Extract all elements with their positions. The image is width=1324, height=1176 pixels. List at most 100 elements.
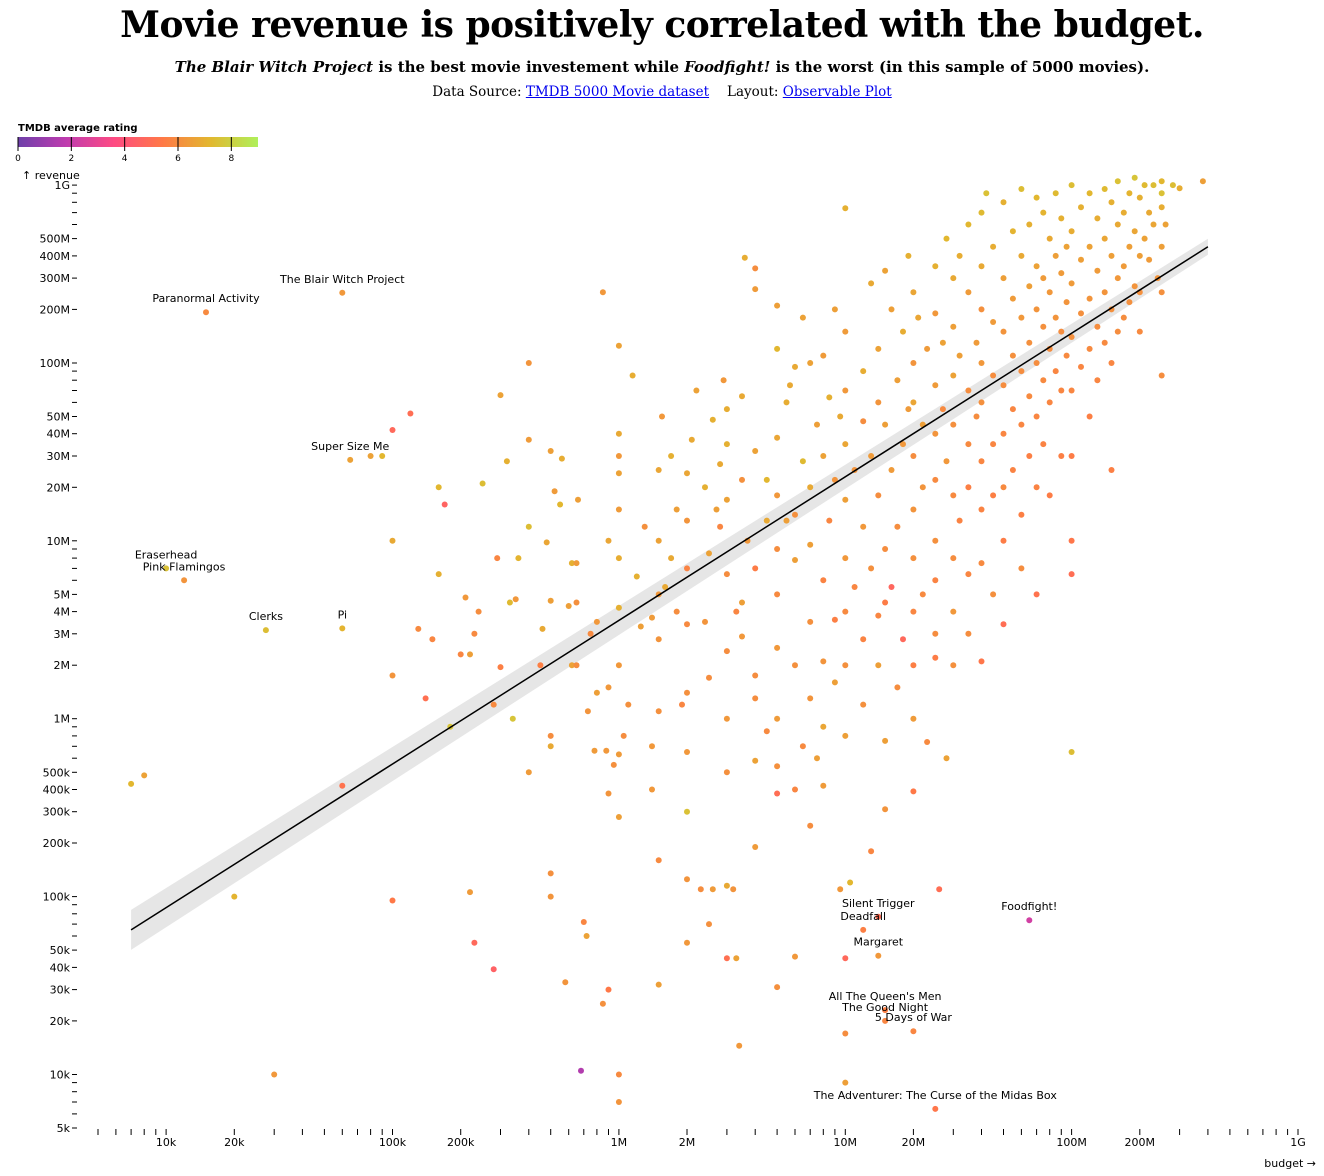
movie-point-300 xyxy=(965,387,972,394)
subtitle-text-end: is the worst (in this sample of 5000 mov… xyxy=(770,58,1150,76)
movie-point-59 xyxy=(573,560,580,567)
legend-tick-label-2: 4 xyxy=(122,154,128,164)
movie-point-270 xyxy=(924,345,931,352)
movie-point-133 xyxy=(717,461,724,468)
y-tick-label-3: 30k xyxy=(50,984,71,997)
movie-point-150 xyxy=(739,599,745,606)
labeled-point-11 xyxy=(882,1007,889,1014)
movie-point-274 xyxy=(932,382,939,389)
movie-point-418 xyxy=(1131,174,1138,181)
y-tick-label-12: 2M xyxy=(54,659,71,672)
movie-point-341 xyxy=(1018,511,1025,518)
movie-point-72 xyxy=(605,537,612,544)
data-points xyxy=(128,174,1206,1105)
movie-point-332 xyxy=(1009,295,1016,302)
movie-point-219 xyxy=(842,608,849,615)
movie-point-261 xyxy=(910,555,917,562)
movie-point-327 xyxy=(1000,430,1007,437)
movie-point-355 xyxy=(1040,209,1047,216)
movie-point-13 xyxy=(422,695,429,702)
movie-point-348 xyxy=(1033,194,1040,201)
movie-point-350 xyxy=(1033,306,1040,313)
movie-point-16 xyxy=(441,501,448,508)
movie-point-57 xyxy=(573,662,580,669)
data-source-link[interactable]: TMDB 5000 Movie dataset xyxy=(525,84,710,100)
movie-point-11 xyxy=(389,427,396,433)
movie-point-135 xyxy=(723,955,730,962)
movie-point-189 xyxy=(807,484,814,491)
x-tick-label-0: 10k xyxy=(156,1136,177,1149)
movie-point-410 xyxy=(1114,275,1121,282)
movie-point-288 xyxy=(950,323,957,330)
movie-point-63 xyxy=(583,933,590,939)
movie-point-281 xyxy=(936,886,943,893)
movie-point-257 xyxy=(910,360,917,366)
movie-point-271 xyxy=(924,739,931,745)
movie-point-303 xyxy=(965,571,972,578)
movie-point-434 xyxy=(1158,204,1165,211)
movie-point-193 xyxy=(807,822,814,829)
legend-gradient-bar xyxy=(18,137,258,147)
movie-point-292 xyxy=(950,555,957,562)
movie-point-305 xyxy=(973,339,980,346)
movie-point-151 xyxy=(739,633,745,640)
y-tick-label-18: 30M xyxy=(47,450,71,463)
movie-point-38 xyxy=(525,523,532,530)
movie-point-113 xyxy=(684,939,690,946)
movie-point-231 xyxy=(868,453,875,459)
movie-point-73 xyxy=(605,986,612,993)
movie-point-71 xyxy=(603,747,610,754)
layout-link[interactable]: Observable Plot xyxy=(782,84,892,100)
movie-point-439 xyxy=(1169,182,1176,189)
movie-point-100 xyxy=(655,708,662,715)
movie-point-239 xyxy=(882,267,889,274)
movie-point-79 xyxy=(615,430,622,437)
movie-point-188 xyxy=(807,360,814,366)
movie-point-226 xyxy=(860,418,867,425)
legend-tick-label-0: 0 xyxy=(15,154,21,164)
movie-point-276 xyxy=(932,476,939,483)
movie-point-317 xyxy=(990,243,997,250)
movie-point-186 xyxy=(799,314,806,321)
movie-point-19 xyxy=(457,651,464,658)
movie-point-373 xyxy=(1058,453,1065,459)
movie-point-208 xyxy=(837,886,844,893)
movie-point-359 xyxy=(1040,441,1047,448)
movie-point-124 xyxy=(702,484,708,491)
movie-point-202 xyxy=(826,394,833,401)
movie-point-181 xyxy=(792,511,798,518)
movie-point-242 xyxy=(882,599,889,606)
movie-point-367 xyxy=(1052,314,1059,321)
movie-point-156 xyxy=(752,265,759,272)
movie-point-395 xyxy=(1094,215,1101,222)
y-tick-label-16: 10M xyxy=(47,535,71,548)
movie-point-370 xyxy=(1058,270,1065,277)
movie-point-432 xyxy=(1158,178,1165,185)
movie-point-426 xyxy=(1141,235,1148,242)
movie-point-258 xyxy=(910,399,917,406)
subtitle-text-middle: is the best movie investement while xyxy=(373,58,685,76)
movie-point-168 xyxy=(774,434,781,441)
movie-point-75 xyxy=(605,684,612,691)
movie-point-86 xyxy=(615,555,622,562)
movie-point-356 xyxy=(1040,275,1047,282)
movie-point-243 xyxy=(882,737,889,744)
movie-point-263 xyxy=(910,662,917,669)
movie-point-430 xyxy=(1150,221,1157,228)
movie-point-220 xyxy=(842,662,849,669)
movie-point-419 xyxy=(1131,228,1138,235)
movie-point-192 xyxy=(807,695,814,702)
movie-point-278 xyxy=(932,577,939,584)
y-tick-label-25: 500M xyxy=(40,233,71,246)
legend-tick-label-3: 6 xyxy=(175,154,181,164)
movie-point-35 xyxy=(512,596,519,603)
movie-point-166 xyxy=(774,302,781,309)
movie-point-302 xyxy=(965,484,972,491)
movie-point-179 xyxy=(792,953,798,960)
movie-point-127 xyxy=(706,674,712,681)
y-tick-label-9: 400k xyxy=(43,784,71,797)
movie-point-360 xyxy=(1046,235,1053,242)
movie-point-265 xyxy=(910,788,917,795)
movie-point-142 xyxy=(723,441,730,448)
movie-point-315 xyxy=(978,658,985,665)
